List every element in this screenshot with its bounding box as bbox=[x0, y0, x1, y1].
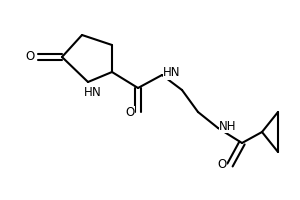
Text: H: H bbox=[84, 86, 92, 98]
Text: O: O bbox=[125, 106, 135, 118]
Text: NH: NH bbox=[219, 119, 237, 132]
Text: O: O bbox=[26, 50, 34, 64]
Text: O: O bbox=[218, 158, 226, 171]
Text: HN: HN bbox=[163, 66, 181, 79]
Text: N: N bbox=[92, 86, 101, 98]
